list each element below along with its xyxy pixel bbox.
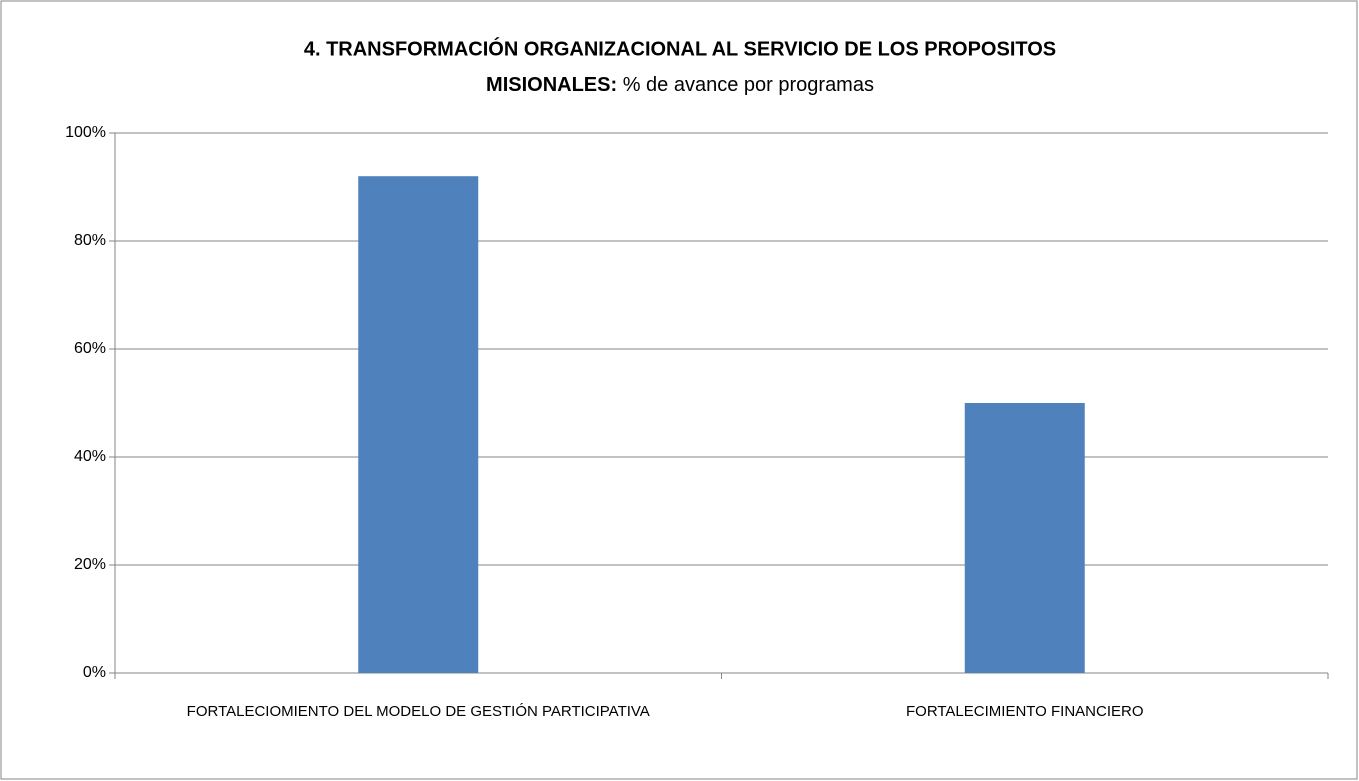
x-tick-label: FORTALECIMIENTO FINANCIERO [905,703,1144,720]
bar [358,176,479,673]
y-tick-label: 20% [74,556,106,573]
x-tick-label-box: FORTALECIMIENTO FINANCIERO [905,703,1144,720]
y-tick-label: 60% [74,340,106,357]
chart-title-line: MISIONALES: % de avance por programas [486,74,874,96]
x-tick-label: FORTALECIOMIENTO DEL MODELO DE GESTIÓN P… [186,703,650,720]
chart-title: 4. TRANSFORMACIÓN ORGANIZACIONAL AL SERV… [304,36,1056,60]
y-tick-label: 100% [65,124,106,141]
y-tick-label: 40% [74,448,106,465]
x-tick-label-box: FORTALECIOMIENTO DEL MODELO DE GESTIÓN P… [186,703,650,720]
y-tick-label: 0% [83,664,106,681]
y-tick-label: 80% [74,232,106,249]
chart-title: MISIONALES: [486,74,617,96]
bar [964,403,1085,673]
chart-subtitle: % de avance por programas [623,74,874,96]
